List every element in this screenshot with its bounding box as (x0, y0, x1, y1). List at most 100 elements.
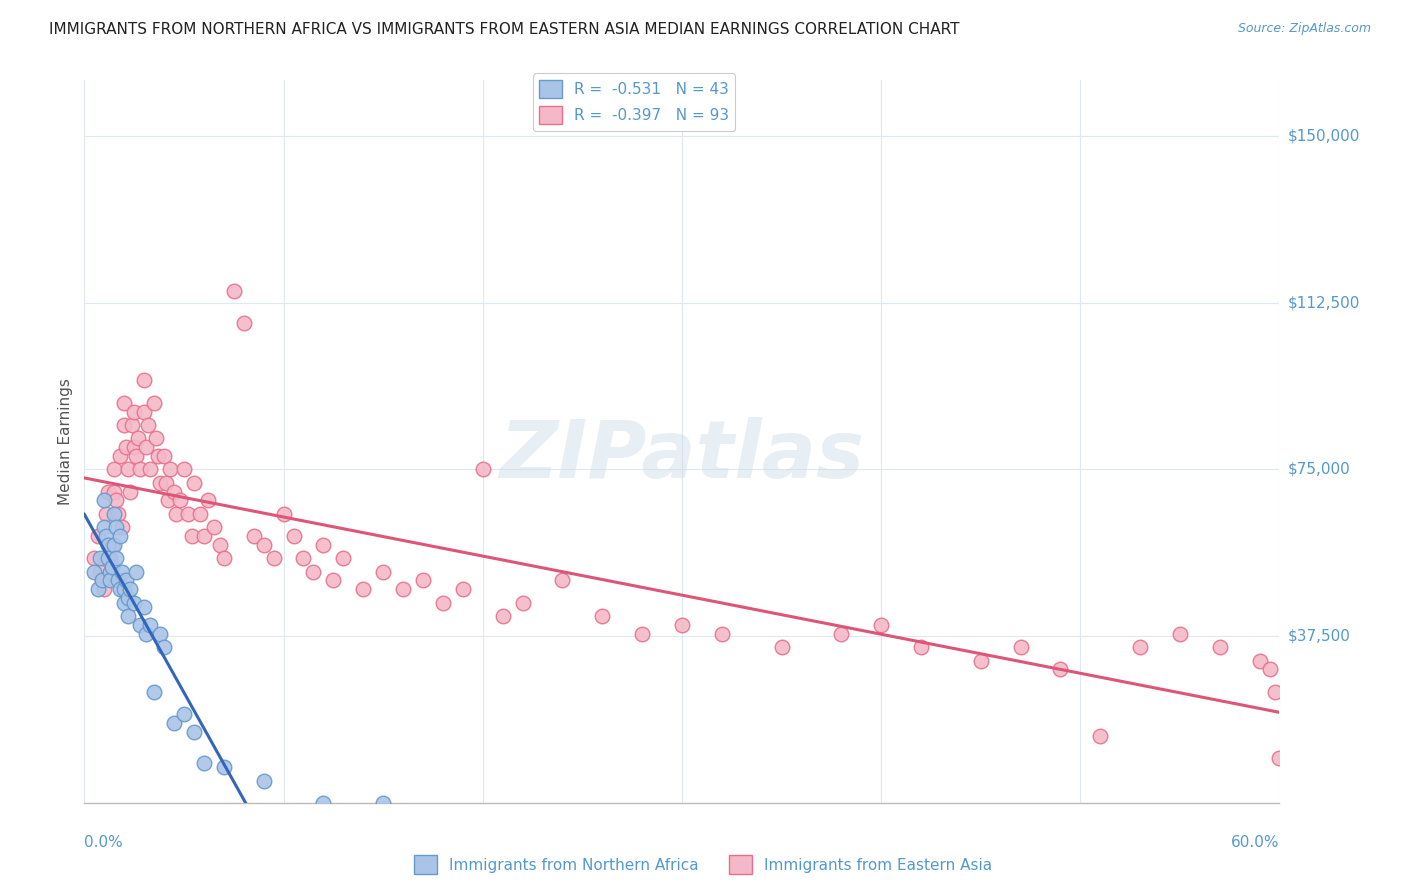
Point (87, 582, 110, 597)
Point (153, 449, 176, 463)
Point (165, 507, 187, 521)
Point (492, 609, 515, 624)
Point (120, 582, 142, 597)
Point (451, 582, 474, 597)
Point (183, 475, 205, 490)
Point (197, 493, 219, 508)
Point (93, 493, 115, 508)
Point (157, 493, 180, 508)
Point (253, 773, 276, 788)
Point (183, 724, 205, 739)
Point (135, 440, 157, 454)
Point (97, 551, 120, 566)
Point (121, 417, 143, 432)
Point (125, 449, 148, 463)
Point (105, 551, 128, 566)
Point (112, 395, 135, 409)
Legend: R =  -0.531   N = 43, R =  -0.397   N = 93: R = -0.531 N = 43, R = -0.397 N = 93 (533, 73, 735, 130)
Point (97, 538, 120, 552)
Point (132, 600, 156, 615)
Point (139, 618, 162, 632)
Point (115, 574, 138, 588)
Point (770, 640, 793, 655)
Point (1258, 662, 1281, 676)
Point (125, 565, 148, 579)
Point (105, 520, 128, 534)
Point (273, 507, 295, 521)
Point (173, 706, 195, 721)
Y-axis label: Median Earnings: Median Earnings (58, 378, 73, 505)
Point (122, 440, 145, 454)
Text: 0.0%: 0.0% (84, 835, 124, 850)
Point (115, 440, 138, 454)
Point (373, 796, 395, 810)
Point (107, 574, 129, 588)
Point (1264, 684, 1286, 698)
Text: $150,000: $150,000 (1288, 128, 1360, 144)
Point (105, 493, 128, 508)
Point (332, 551, 354, 566)
Point (103, 484, 125, 499)
Point (83, 565, 105, 579)
Point (551, 574, 574, 588)
Point (263, 551, 285, 566)
Point (591, 609, 613, 624)
Point (312, 538, 335, 552)
Point (193, 529, 215, 543)
Point (1268, 751, 1291, 765)
Point (163, 484, 186, 499)
Point (1090, 729, 1112, 743)
Point (253, 538, 276, 552)
Point (129, 462, 152, 476)
Point (112, 417, 135, 432)
Point (512, 596, 534, 610)
Text: $112,500: $112,500 (1288, 295, 1360, 310)
Point (103, 462, 125, 476)
Point (112, 582, 135, 597)
Point (222, 285, 245, 299)
Point (232, 316, 254, 330)
Point (146, 449, 169, 463)
Point (87, 529, 110, 543)
Point (117, 609, 139, 624)
Point (89, 565, 111, 579)
Point (103, 507, 125, 521)
Point (111, 565, 134, 579)
Text: $75,000: $75,000 (1288, 462, 1351, 477)
Point (107, 507, 129, 521)
Point (96, 507, 118, 521)
Point (159, 462, 181, 476)
Point (101, 560, 124, 574)
Point (970, 653, 993, 667)
Point (202, 520, 225, 534)
Point (96, 529, 118, 543)
Point (710, 627, 733, 641)
Point (910, 640, 932, 655)
Point (93, 582, 115, 597)
Point (91, 574, 114, 588)
Point (432, 596, 454, 610)
Point (98, 574, 121, 588)
Point (870, 618, 893, 632)
Point (97, 484, 120, 499)
Point (1249, 653, 1271, 667)
Point (1168, 627, 1191, 641)
Point (139, 462, 162, 476)
Point (173, 462, 195, 476)
Point (110, 529, 132, 543)
Point (93, 520, 115, 534)
Point (283, 529, 305, 543)
Point (373, 565, 395, 579)
Point (112, 596, 135, 610)
Point (98, 551, 121, 566)
Point (153, 640, 176, 655)
Point (149, 475, 172, 490)
Point (143, 684, 166, 698)
Point (671, 618, 693, 632)
Point (120, 484, 142, 499)
Point (155, 475, 177, 490)
Point (132, 404, 156, 418)
Point (212, 760, 235, 774)
Point (412, 574, 434, 588)
Point (122, 404, 145, 418)
